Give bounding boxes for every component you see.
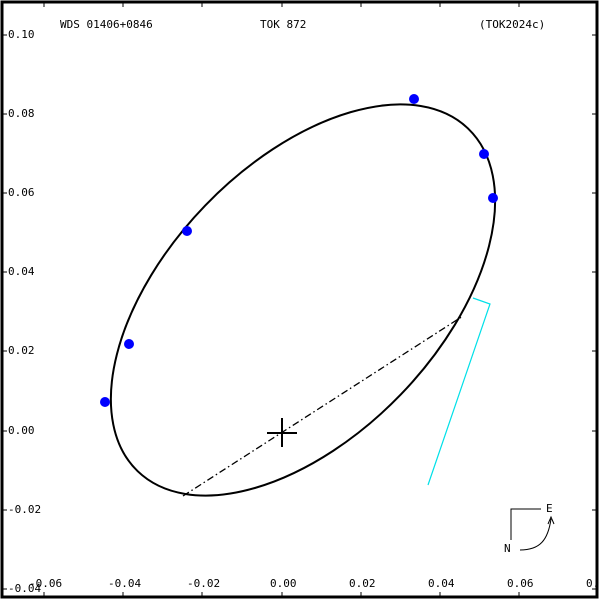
y-ticks-left bbox=[2, 34, 7, 590]
periastron-line bbox=[427, 297, 491, 486]
observation-points bbox=[100, 94, 498, 407]
x-tick-label: -0.02 bbox=[187, 577, 221, 590]
compass-north-label: N bbox=[504, 542, 511, 555]
compass-indicator bbox=[510, 508, 555, 551]
orbit-ellipse bbox=[109, 103, 497, 497]
line-of-nodes bbox=[182, 315, 464, 497]
data-point bbox=[409, 94, 419, 104]
data-point bbox=[488, 193, 498, 203]
discoverer-label: TOK 872 bbox=[260, 18, 307, 31]
x-tick-label: 0.04 bbox=[428, 577, 455, 590]
x-ticks-bottom bbox=[43, 592, 520, 597]
y-ticks-right bbox=[592, 34, 597, 590]
compass-east-label: E bbox=[546, 502, 553, 515]
y-tick-label: 0.00 bbox=[8, 424, 35, 437]
y-tick-label: 0.10 bbox=[8, 28, 35, 41]
x-tick-label: -0.06 bbox=[29, 577, 63, 590]
x-ticks-top bbox=[43, 2, 520, 7]
x-tick-label: 0.08 bbox=[586, 577, 600, 590]
wds-id-label: WDS 01406+0846 bbox=[60, 18, 153, 31]
x-tick-label: -0.04 bbox=[108, 577, 142, 590]
reference-label: (TOK2024c) bbox=[479, 18, 546, 31]
x-tick-label: 0.06 bbox=[507, 577, 534, 590]
y-tick-label: 0.04 bbox=[8, 265, 35, 278]
x-tick-label: 0.00 bbox=[270, 577, 297, 590]
data-point bbox=[479, 149, 489, 159]
y-tick-label: 0.06 bbox=[8, 186, 35, 199]
primary-star-cross bbox=[267, 418, 297, 447]
y-tick-label: -0.04 bbox=[8, 582, 42, 595]
x-tick-label: 0.02 bbox=[349, 577, 376, 590]
data-point bbox=[124, 339, 134, 349]
y-tick-label: 0.02 bbox=[8, 344, 35, 357]
y-tick-label: 0.08 bbox=[8, 107, 35, 120]
data-point bbox=[182, 226, 192, 236]
y-tick-label: -0.02 bbox=[8, 503, 42, 516]
data-point bbox=[100, 397, 110, 407]
